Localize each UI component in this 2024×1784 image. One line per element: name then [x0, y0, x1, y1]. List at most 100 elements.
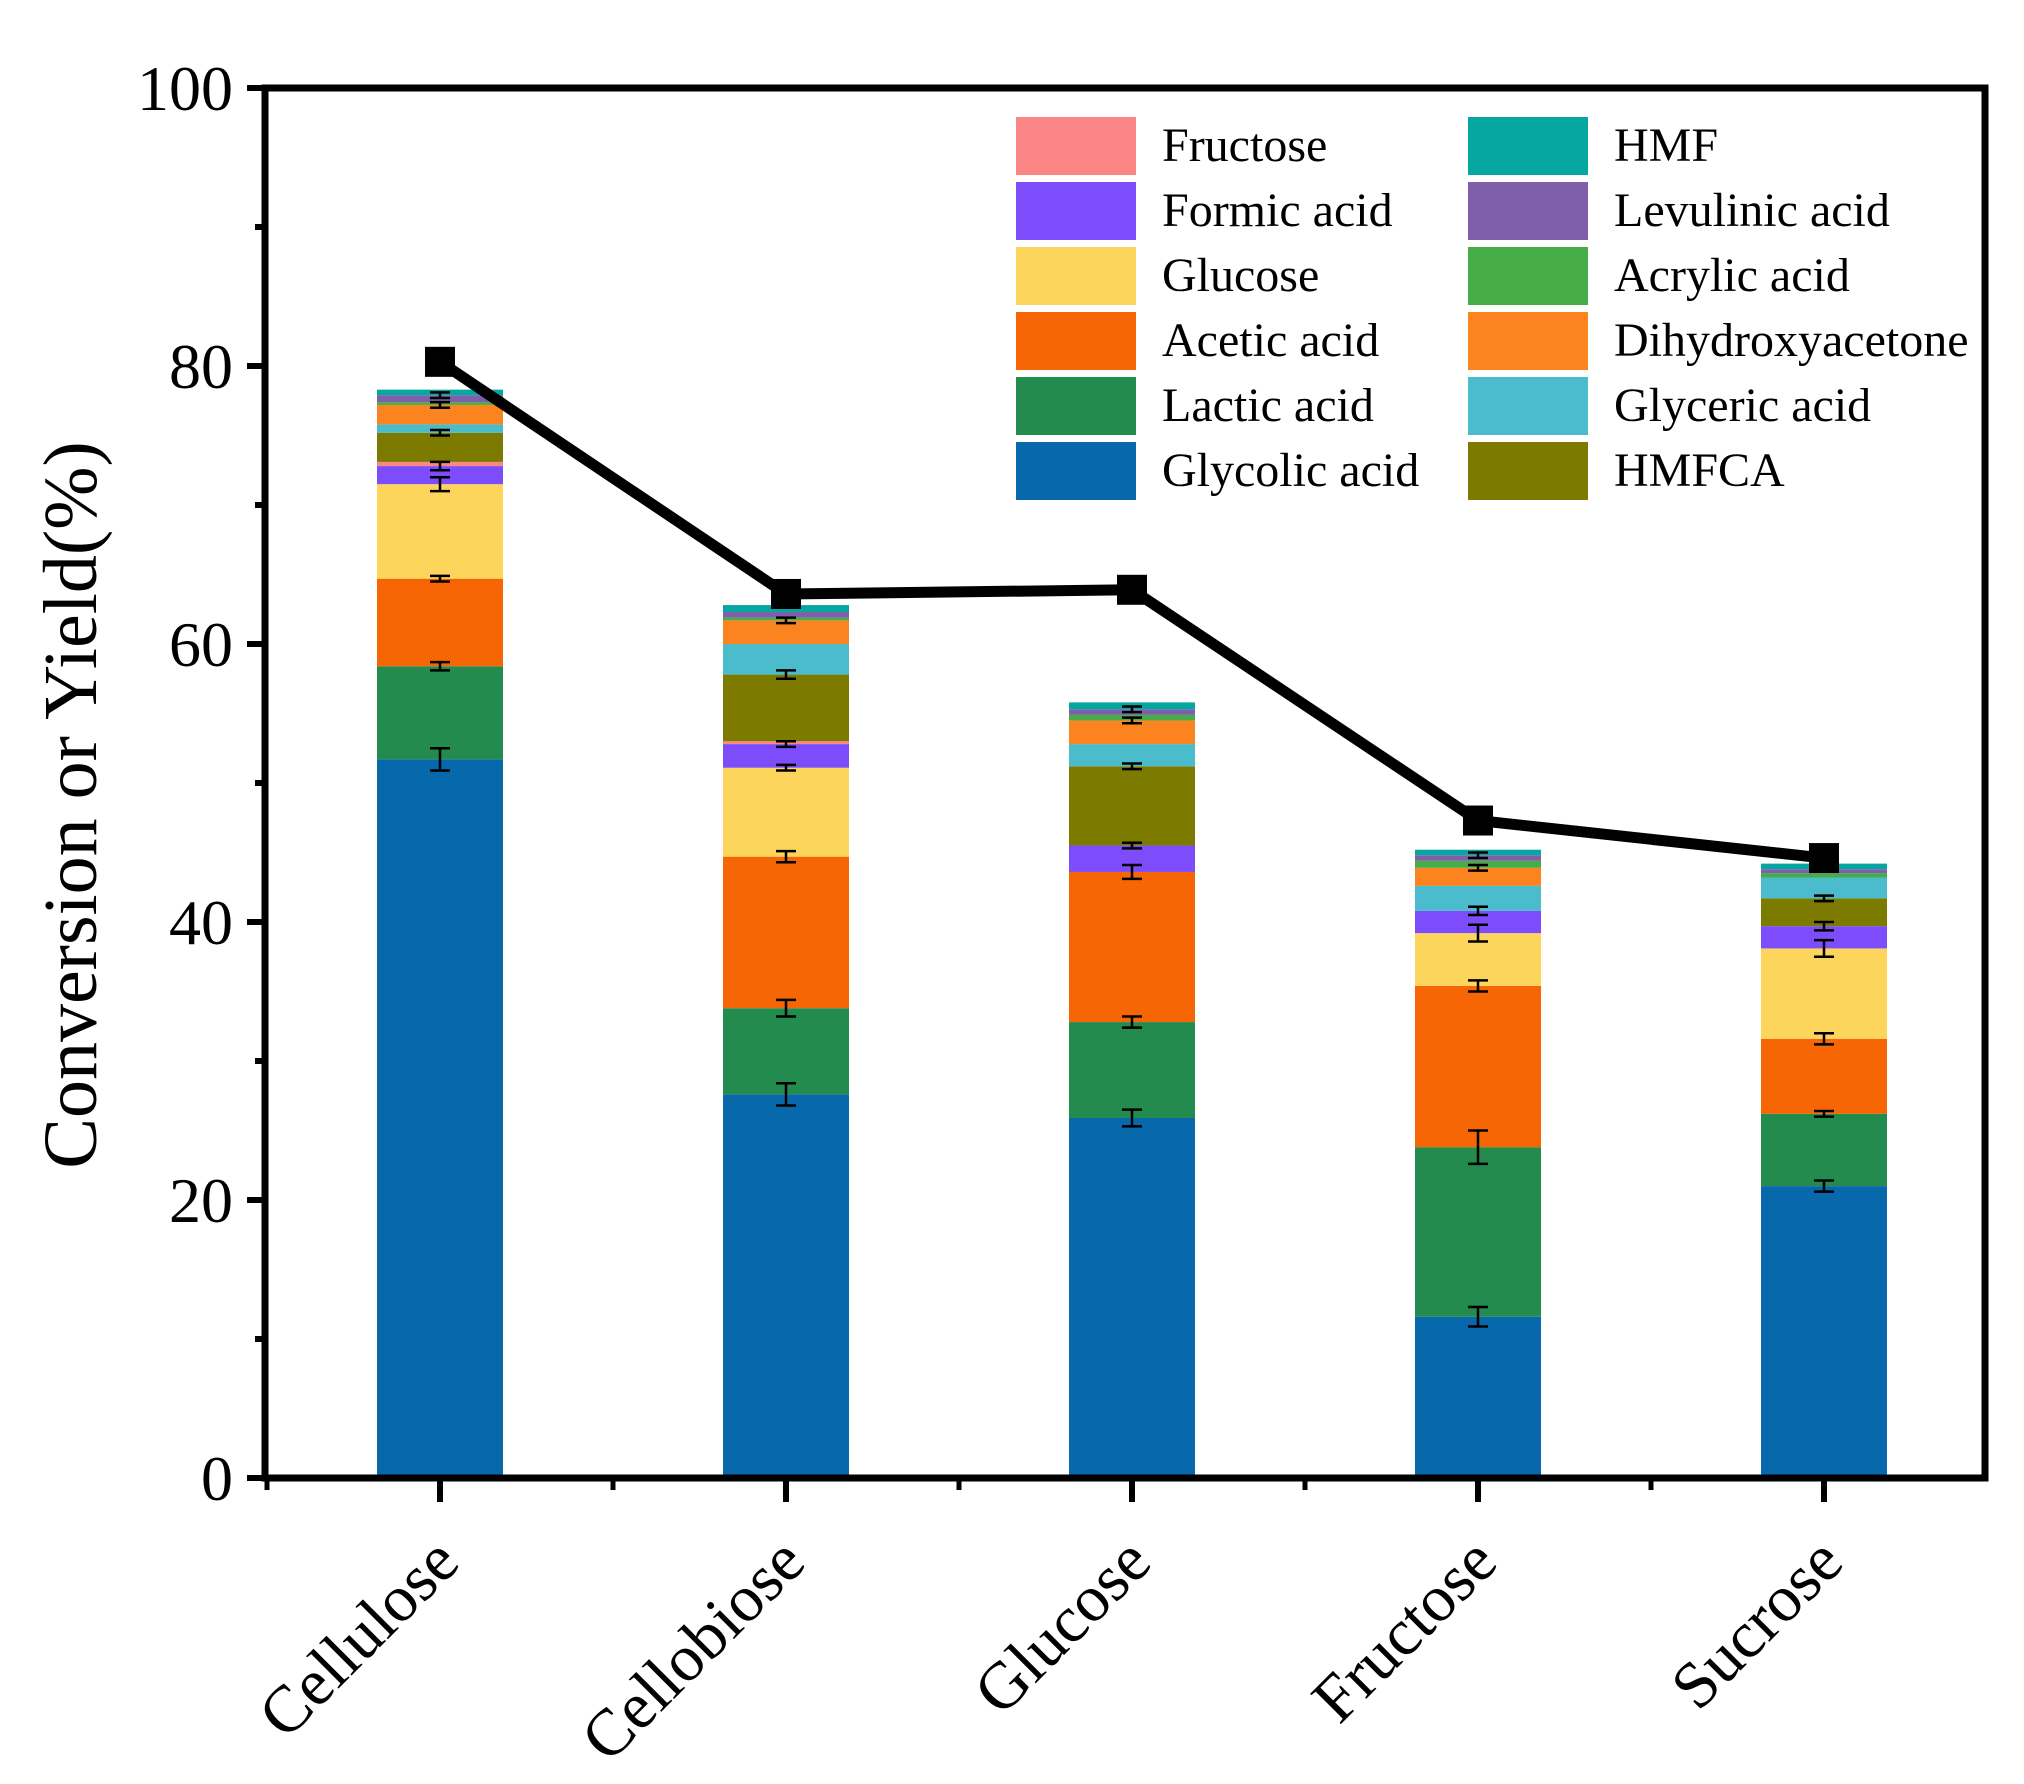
x-tick-label-cellulose: Cellulose [245, 1524, 473, 1752]
error-bar-sucrose-formic-acid [1814, 920, 1834, 932]
bar-glucose-hmfca [1069, 766, 1195, 846]
conversion-point-glucose [1117, 574, 1147, 605]
legend-item-acrylic-acid: Acrylic acid [1468, 247, 1850, 305]
legend-swatch-glyceric-acid [1468, 377, 1588, 435]
conversion-point-cellobiose [771, 578, 801, 609]
bar-sucrose-formic-acid [1761, 926, 1887, 949]
legend-swatch-formic-acid [1016, 182, 1136, 240]
legend-item-dihydroxyacetone: Dihydroxyacetone [1468, 312, 1969, 370]
bar-cellulose-lactic-acid [377, 666, 503, 760]
bar-cellobiose-dihydroxyacetone [723, 620, 849, 644]
error-bar-cellobiose-glucose [776, 763, 796, 772]
bar-sucrose-acetic-acid [1761, 1038, 1887, 1114]
legend-label-glucose: Glucose [1162, 249, 1319, 302]
legend-swatch-acrylic-acid [1468, 247, 1588, 305]
bar-sucrose-lactic-acid [1761, 1113, 1887, 1187]
error-bar-cellobiose-lactic-acid [776, 998, 796, 1018]
error-bar-fructose-lactic-acid [1468, 1129, 1488, 1166]
y-axis-label: Conversion or Yield(%) [29, 441, 113, 1169]
legend-label-hmf: HMF [1614, 119, 1718, 172]
error-bar-cellulose-lactic-acid [430, 660, 450, 672]
error-bar-cellulose-levulinic-acid [430, 391, 450, 400]
error-bar-fructose-levulinic-acid [1468, 851, 1488, 860]
bar-fructose-formic-acid [1415, 910, 1541, 934]
legend-swatch-glucose [1016, 247, 1136, 305]
error-bar-glucose-hmfca [1122, 762, 1142, 771]
error-bar-glucose-acetic-acid [1122, 863, 1142, 881]
conversion-point-fructose [1463, 805, 1493, 836]
bar-cellulose-glycolic-acid [377, 759, 503, 1478]
y-tick-label-40: 40 [169, 887, 233, 958]
legend-label-acrylic-acid: Acrylic acid [1614, 249, 1850, 302]
legend-swatch-glycolic-acid [1016, 442, 1136, 500]
bar-cellulose-formic-acid [377, 466, 503, 485]
x-tick-label-cellobiose: Cellobiose [567, 1524, 818, 1775]
legend-swatch-lactic-acid [1016, 377, 1136, 435]
legend-label-glyceric-acid: Glyceric acid [1614, 379, 1871, 432]
x-tick-label-glucose: Glucose [960, 1524, 1165, 1729]
legend-item-levulinic-acid: Levulinic acid [1468, 182, 1890, 240]
error-bar-cellulose-dihydroxyacetone [430, 400, 450, 409]
legend-label-fructose: Fructose [1162, 119, 1327, 172]
bar-cellobiose-levulinic-acid [723, 612, 849, 618]
error-bar-cellulose-glucose [430, 475, 450, 493]
plot-area [377, 346, 1887, 1478]
bar-cellobiose-lactic-acid [723, 1008, 849, 1095]
error-bar-sucrose-lactic-acid [1814, 1109, 1834, 1118]
x-tick-label-fructose: Fructose [1298, 1524, 1510, 1736]
legend-swatch-hmf [1468, 117, 1588, 175]
bar-fructose-dihydroxyacetone [1415, 867, 1541, 886]
error-bar-fructose-acetic-acid [1468, 979, 1488, 993]
bar-fructose-glycolic-acid [1415, 1316, 1541, 1478]
bar-cellulose-glyceric-acid [377, 424, 503, 433]
error-bar-cellulose-acetic-acid [430, 574, 450, 583]
bar-cellulose-glucose [377, 484, 503, 579]
bar-glucose-dihydroxyacetone [1069, 720, 1195, 745]
bar-fructose-lactic-acid [1415, 1147, 1541, 1317]
legend-label-hmfca: HMFCA [1614, 444, 1785, 497]
legend-swatch-hmfca [1468, 442, 1588, 500]
error-bar-cellulose-formic-acid [430, 460, 450, 472]
legend-item-glyceric-acid: Glyceric acid [1468, 377, 1871, 435]
legend-item-acetic-acid: Acetic acid [1016, 312, 1379, 370]
bar-cellulose-hmfca [377, 432, 503, 462]
y-tick-label-80: 80 [169, 331, 233, 402]
bar-cellobiose-glucose [723, 767, 849, 857]
legend-item-fructose: Fructose [1016, 117, 1327, 175]
bar-cellobiose-formic-acid [723, 744, 849, 768]
legend-item-formic-acid: Formic acid [1016, 182, 1393, 240]
bar-cellobiose-acetic-acid [723, 856, 849, 1009]
bar-sucrose-acrylic-acid [1761, 873, 1887, 878]
bar-cellobiose-hmfca [723, 674, 849, 742]
error-bar-cellobiose-formic-acid [776, 740, 796, 749]
error-bar-fructose-dihydroxyacetone [1468, 863, 1488, 872]
legend-label-formic-acid: Formic acid [1162, 184, 1393, 237]
bar-cellulose-dihydroxyacetone [377, 404, 503, 425]
error-bar-fructose-glycolic-acid [1468, 1305, 1488, 1328]
legend-label-acetic-acid: Acetic acid [1162, 314, 1379, 367]
error-bar-fructose-glucose [1468, 923, 1488, 943]
bar-sucrose-glyceric-acid [1761, 877, 1887, 899]
error-bar-glucose-levulinic-acid [1122, 705, 1142, 714]
error-bar-cellulose-glycolic-acid [430, 747, 450, 772]
error-bar-cellobiose-acetic-acid [776, 849, 796, 864]
legend-swatch-levulinic-acid [1468, 182, 1588, 240]
legend: Fructose Formic acid Glucose Acetic acid Lac… [1016, 117, 1969, 500]
legend-item-glycolic-acid: Glycolic acid [1016, 442, 1419, 500]
conversion-point-sucrose [1809, 843, 1839, 874]
legend-swatch-acetic-acid [1016, 312, 1136, 370]
error-bar-sucrose-glucose [1814, 938, 1834, 958]
error-bar-sucrose-acetic-acid [1814, 1031, 1834, 1046]
legend-item-glucose: Glucose [1016, 247, 1319, 305]
bar-sucrose-glucose [1761, 948, 1887, 1039]
y-tick-label-0: 0 [201, 1443, 233, 1514]
y-tick-label-20: 20 [169, 1165, 233, 1236]
x-tick-label-sucrose: Sucrose [1657, 1524, 1856, 1723]
bar-fructose-acetic-acid [1415, 985, 1541, 1148]
legend-label-lactic-acid: Lactic acid [1162, 379, 1374, 432]
legend-item-hmf: HMF [1468, 117, 1718, 175]
y-tick-label-100: 100 [137, 53, 233, 124]
error-bar-glucose-lactic-acid [1122, 1015, 1142, 1029]
error-bar-glucose-glycolic-acid [1122, 1108, 1142, 1128]
